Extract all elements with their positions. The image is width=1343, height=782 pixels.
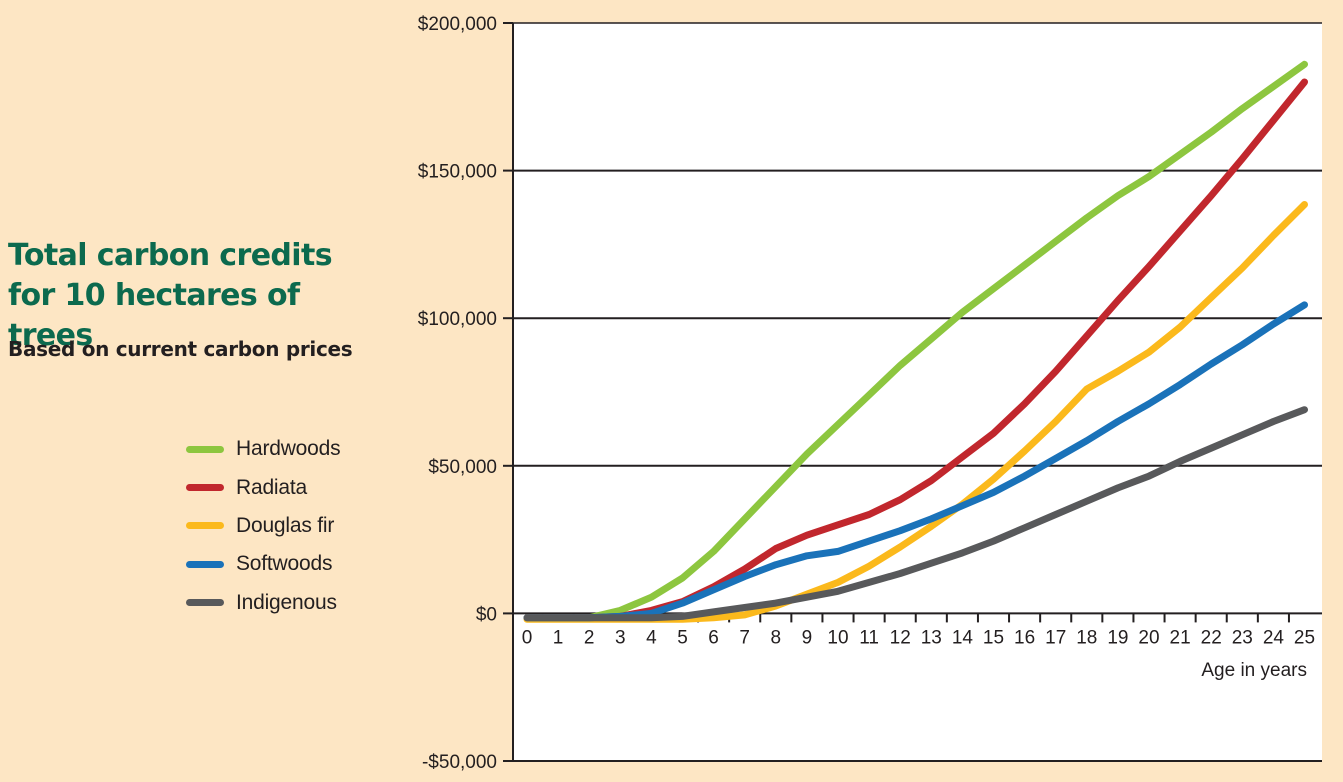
- x-tick-label: 20: [1138, 627, 1159, 648]
- y-tick-label: $150,000: [418, 162, 497, 183]
- legend-label: Softwoods: [236, 552, 333, 576]
- x-tick-label: 5: [677, 627, 688, 648]
- legend-swatch: [186, 599, 224, 607]
- x-tick-label: 3: [615, 627, 626, 648]
- x-tick-label: 23: [1232, 627, 1253, 648]
- x-tick-label: 1: [553, 627, 564, 648]
- legend-label: Indigenous: [236, 590, 337, 614]
- chart-subtitle: Based on current carbon prices: [8, 337, 353, 361]
- legend-label: Radiata: [236, 475, 307, 499]
- x-tick-label: 7: [739, 627, 750, 648]
- x-tick-label: 13: [921, 627, 942, 648]
- y-tick-label: $50,000: [428, 457, 497, 478]
- x-tick-label: 0: [522, 627, 533, 648]
- x-tick-label: 10: [827, 627, 848, 648]
- y-tick-label: -$50,000: [422, 752, 497, 773]
- x-tick-label: 8: [771, 627, 782, 648]
- x-tick-label: 4: [646, 627, 657, 648]
- x-tick-label: 22: [1201, 627, 1222, 648]
- legend-item-radiata: Radiata: [186, 468, 340, 506]
- x-tick-label: 17: [1045, 627, 1066, 648]
- x-tick-label: 2: [584, 627, 595, 648]
- series-line-softwoods: [523, 301, 1308, 622]
- x-tick-label: 11: [859, 627, 879, 648]
- x-tick-label: 12: [890, 627, 911, 648]
- legend-swatch: [186, 484, 224, 492]
- x-tick-label: 6: [708, 627, 719, 648]
- series-line-indigenous: [523, 406, 1308, 622]
- x-axis-label: Age in years: [1201, 660, 1307, 681]
- legend-label: Hardwoods: [236, 437, 341, 461]
- x-tick-label: 14: [952, 627, 974, 648]
- x-tick-label: 21: [1170, 627, 1191, 648]
- series-line-hardwoods: [523, 60, 1308, 622]
- y-tick-label: $100,000: [418, 309, 497, 330]
- x-tick-label: 19: [1107, 627, 1128, 648]
- legend-item-hardwoods: Hardwoods: [186, 430, 341, 468]
- legend-swatch: [186, 522, 224, 530]
- chart-title: Total carbon credits for 10 hectares of …: [8, 238, 333, 353]
- x-tick-label: 24: [1263, 627, 1285, 648]
- y-tick-label: $200,000: [418, 14, 497, 35]
- legend: Hardwoods Radiata Douglas fir Softwoods Indi…: [186, 430, 341, 622]
- plot-area: [513, 23, 1322, 761]
- x-tick-label: 15: [983, 627, 1004, 648]
- x-tick-label: 18: [1076, 627, 1097, 648]
- legend-item-indigenous: Indigenous: [186, 584, 340, 622]
- y-tick-label: $0: [476, 604, 497, 625]
- legend-swatch: [186, 560, 224, 568]
- legend-swatch: [186, 445, 224, 453]
- legend-label: Douglas fir: [236, 513, 335, 537]
- x-tick-label: 9: [802, 627, 813, 648]
- x-tick-label: 25: [1294, 627, 1315, 648]
- x-tick-label: 16: [1014, 627, 1035, 648]
- legend-item-douglas-fir: Douglas fir: [186, 507, 340, 545]
- legend-item-softwoods: Softwoods: [186, 545, 340, 583]
